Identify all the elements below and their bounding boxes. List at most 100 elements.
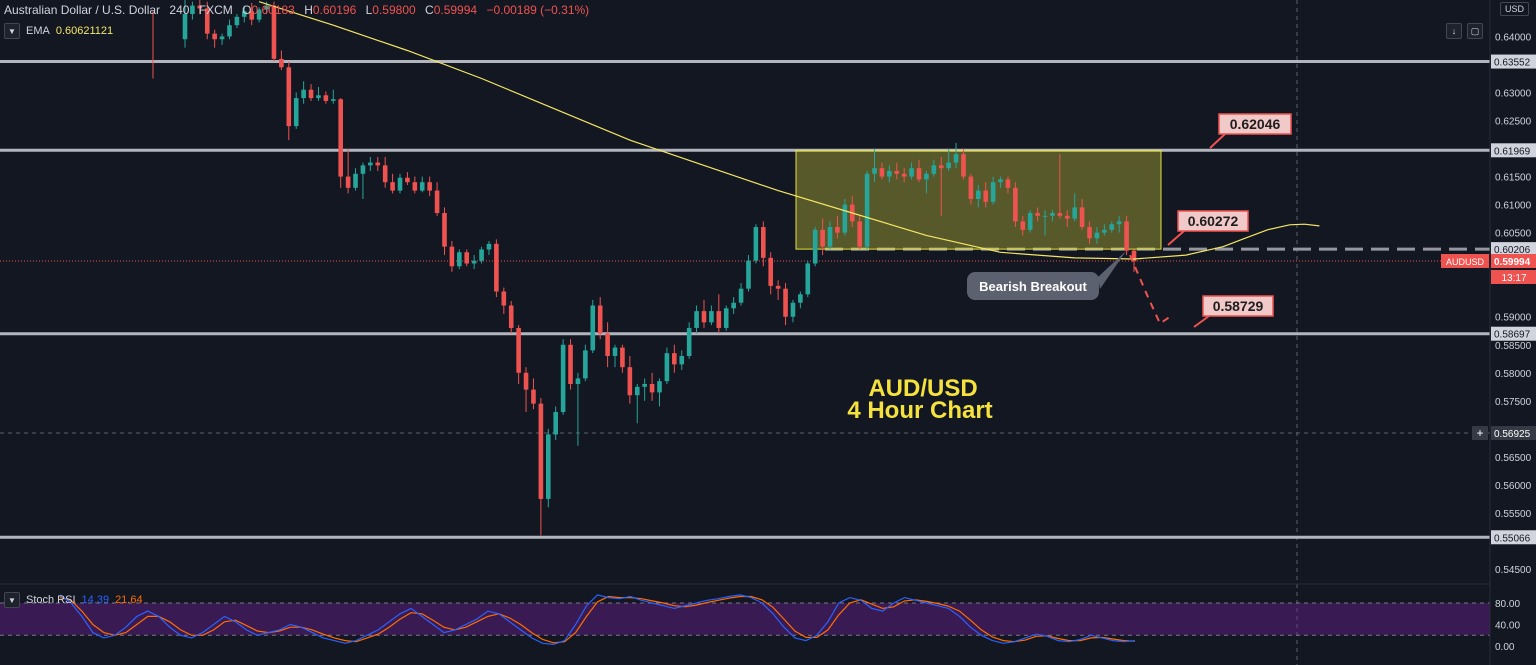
- candle-body: [204, 8, 210, 34]
- ema-path: [258, 1, 1320, 260]
- stoch-band: [0, 603, 1490, 636]
- ema-name[interactable]: EMA: [26, 25, 50, 37]
- candle-body: [538, 403, 544, 499]
- candle-body: [738, 288, 744, 303]
- currency-label[interactable]: USD: [1500, 2, 1530, 16]
- chevron-down-icon[interactable]: ▼: [4, 23, 20, 39]
- stoch-rsi-pane[interactable]: [0, 583, 1536, 646]
- candle-body: [983, 190, 989, 202]
- candle-body: [1042, 215, 1048, 217]
- axis-tick-label: 0.58000: [1495, 369, 1532, 380]
- grid: [0, 0, 1490, 665]
- candle-body: [968, 176, 974, 200]
- candle-body: [382, 165, 388, 183]
- maximize-icon[interactable]: ▢: [1467, 23, 1483, 39]
- candle-body: [457, 252, 462, 267]
- symbol-name[interactable]: Australian Dollar / U.S. Dollar: [4, 3, 161, 17]
- callout-060272-text: 0.60272: [1188, 213, 1239, 229]
- candle-body: [924, 173, 929, 180]
- candle-body: [405, 177, 410, 183]
- candle-body: [264, 5, 269, 10]
- stoch-legend: ▼ Stoch RSI 14.39 21.64: [4, 592, 143, 608]
- candle-body: [701, 311, 707, 323]
- candle-body: [798, 294, 803, 303]
- candle-body: [197, 5, 203, 9]
- candle-body: [694, 311, 699, 328]
- candle-body: [790, 302, 796, 317]
- candle-body: [449, 246, 455, 267]
- axis-tick-label: 0.61500: [1495, 173, 1532, 184]
- stoch-d-line: [59, 595, 1136, 644]
- crosshair-plus-icon: [1472, 426, 1488, 441]
- interval[interactable]: 240: [169, 3, 190, 17]
- projection-polyline: [1129, 254, 1171, 325]
- candle-body: [575, 378, 581, 384]
- candle-body: [642, 383, 647, 387]
- candle-body: [1094, 232, 1100, 239]
- candle-body: [323, 95, 329, 101]
- ohlc-close: C0.59994: [425, 3, 478, 17]
- price-tag-label: 0.61969: [1494, 146, 1531, 157]
- axis-tick-label: 0.62500: [1495, 117, 1532, 128]
- candle-body: [1027, 213, 1033, 230]
- candle-body: [812, 229, 818, 264]
- candle-body: [783, 288, 788, 317]
- candle-body: [872, 168, 877, 174]
- stoch-axis-tick-label: 80.00: [1495, 599, 1520, 610]
- candle-body: [1079, 207, 1085, 228]
- candle-body: [427, 182, 432, 191]
- candle-body: [909, 168, 914, 177]
- stoch-k-line: [59, 594, 1136, 646]
- candle-body: [731, 302, 736, 309]
- candle-body: [1116, 221, 1122, 225]
- candle-body: [308, 89, 314, 99]
- ohlc-low: L0.59800: [365, 3, 416, 17]
- candle-body: [1072, 207, 1077, 219]
- bearish-breakout-box: [967, 272, 1099, 300]
- axis-tick-label: 0.56000: [1495, 481, 1532, 492]
- candle-body: [953, 154, 959, 163]
- candle-body: [931, 165, 937, 174]
- annotations[interactable]: 0.62046 0.60272 0.58729 Bearish Breakout: [967, 113, 1292, 328]
- chart-title-line-1: AUD/USD: [868, 375, 977, 402]
- candle-body: [916, 168, 922, 180]
- stoch-d-value: 21.64: [115, 594, 143, 606]
- symbol-tag-label: AUDUSD: [1446, 257, 1485, 267]
- candle-body: [1131, 250, 1137, 262]
- stoch-name[interactable]: Stoch RSI: [26, 594, 76, 606]
- candle-body: [620, 347, 625, 368]
- price-tag-bg: [1491, 326, 1536, 341]
- candle-body: [419, 182, 425, 191]
- candle-body: [182, 14, 188, 40]
- candle-body: [375, 162, 381, 166]
- price-axis[interactable]: 0.64000 0.63000 0.62500 0.61500 0.61000 0.605…: [1441, 0, 1536, 665]
- candle-body: [219, 36, 225, 40]
- candle-body: [805, 263, 811, 295]
- scroll-down-icon[interactable]: ↓: [1446, 23, 1462, 39]
- candle-body: [286, 67, 292, 127]
- price-tag-label: 0.63552: [1494, 58, 1531, 69]
- callout-062046-text: 0.62046: [1230, 116, 1281, 132]
- candle-body: [560, 344, 566, 413]
- candle-body: [227, 25, 232, 37]
- axis-tick-label: 0.55500: [1495, 509, 1532, 520]
- candle-body: [827, 227, 833, 247]
- symbol-tag-bg: [1441, 254, 1489, 269]
- candle-body: [686, 327, 692, 356]
- candle-body: [864, 173, 870, 247]
- candle-body: [508, 305, 514, 328]
- candles: [152, 0, 1137, 536]
- candle-body: [627, 367, 633, 396]
- candle-body: [820, 229, 825, 247]
- candle-body: [990, 182, 996, 202]
- callout-058729-text: 0.58729: [1213, 298, 1264, 314]
- axis-tick-label: 0.57500: [1495, 397, 1532, 408]
- candle-body: [1035, 213, 1040, 216]
- candle-body: [998, 179, 1003, 183]
- chart-title-line-2: 4 Hour Chart: [847, 397, 992, 424]
- countdown-label: 13:17: [1501, 273, 1526, 284]
- chevron-down-icon[interactable]: ▼: [4, 592, 20, 608]
- candle-body: [494, 243, 499, 292]
- price-tag-bg: [1491, 143, 1536, 158]
